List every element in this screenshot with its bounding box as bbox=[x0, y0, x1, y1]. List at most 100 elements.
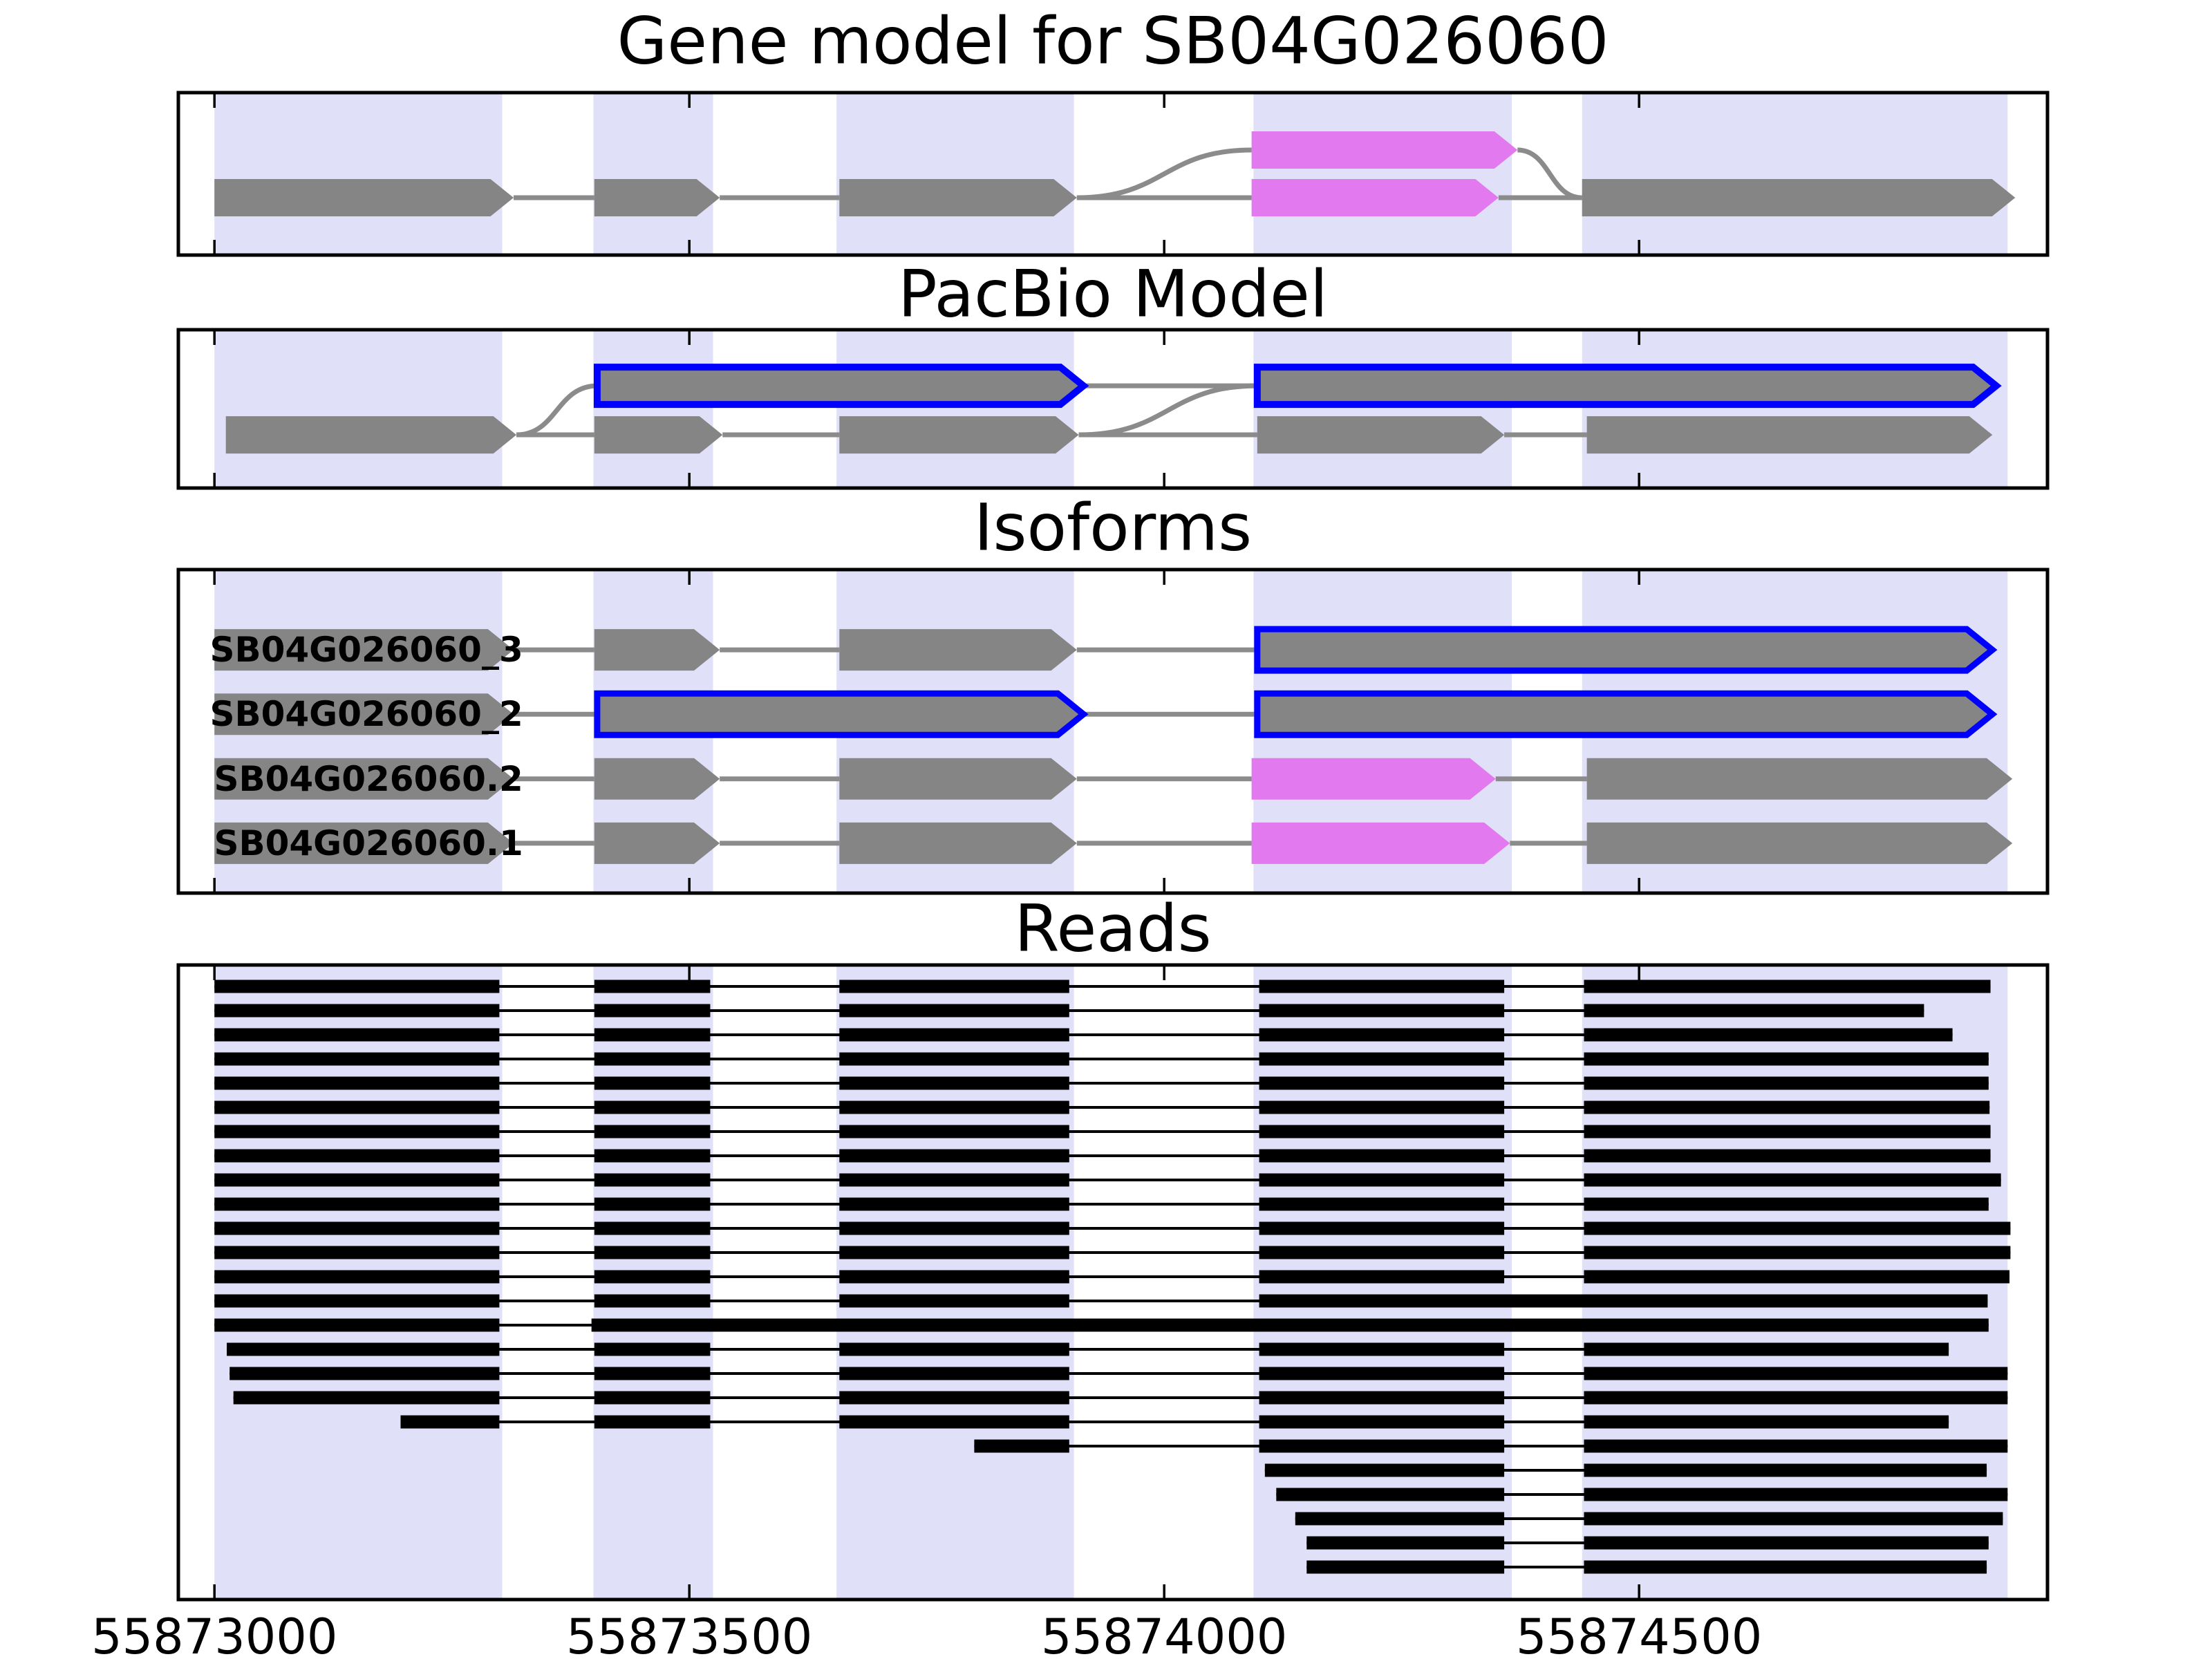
read-block bbox=[839, 1415, 1069, 1429]
gene-model-exon bbox=[214, 179, 514, 216]
isoform-label: SB04G026060_3 bbox=[209, 630, 523, 670]
read-block bbox=[1584, 1052, 1989, 1066]
read-block bbox=[1259, 1294, 1988, 1308]
read-block bbox=[594, 1052, 711, 1066]
highlight-band bbox=[1582, 330, 2008, 488]
panel-border bbox=[176, 568, 2050, 895]
highlight-band bbox=[593, 330, 713, 488]
read-block bbox=[1584, 1488, 2008, 1501]
read-block bbox=[839, 1197, 1069, 1211]
read-block bbox=[1306, 1536, 1505, 1550]
read-block bbox=[1259, 1028, 1505, 1042]
read-block bbox=[594, 1004, 711, 1018]
read-block bbox=[594, 1294, 711, 1308]
read-block bbox=[1259, 980, 1505, 993]
read-block bbox=[229, 1367, 500, 1380]
read-block bbox=[594, 1367, 711, 1380]
read-block bbox=[839, 980, 1069, 993]
read-block bbox=[1259, 1415, 1505, 1429]
highlight-band bbox=[836, 93, 1074, 255]
read-block bbox=[1276, 1488, 1505, 1501]
read-block bbox=[1259, 1173, 1505, 1187]
highlight-band bbox=[214, 330, 503, 488]
read-block bbox=[839, 1342, 1069, 1356]
read-block bbox=[214, 1052, 500, 1066]
isoform-exon bbox=[214, 822, 514, 864]
read-block bbox=[214, 1294, 500, 1308]
x-tick-label: 55874500 bbox=[1516, 1609, 1762, 1659]
read-block bbox=[1259, 1052, 1505, 1066]
read-block bbox=[1259, 1439, 1505, 1453]
read-block bbox=[839, 1125, 1069, 1138]
read-block bbox=[214, 980, 500, 993]
isoform-exon bbox=[1254, 626, 1998, 674]
read-block bbox=[1259, 1149, 1505, 1163]
read-block bbox=[594, 1415, 711, 1429]
read-block bbox=[1584, 1536, 1989, 1550]
isoform-exon bbox=[594, 758, 720, 800]
read-block bbox=[839, 1246, 1069, 1259]
gene-model-exon bbox=[594, 179, 720, 216]
read-block bbox=[1584, 1270, 2010, 1284]
read-block bbox=[594, 1149, 711, 1163]
highlight-band bbox=[1253, 93, 1512, 255]
isoform-exon bbox=[839, 629, 1077, 671]
read-block bbox=[591, 1318, 1989, 1332]
isoform-exon bbox=[839, 822, 1077, 864]
read-block bbox=[594, 1028, 711, 1042]
read-block bbox=[1584, 1100, 1990, 1114]
read-block bbox=[214, 1221, 500, 1235]
isoform-exon bbox=[594, 822, 720, 864]
read-block bbox=[214, 1246, 500, 1259]
read-block bbox=[1584, 1560, 1987, 1574]
read-block bbox=[214, 1028, 500, 1042]
read-block bbox=[1259, 1391, 1505, 1405]
read-block bbox=[594, 1197, 711, 1211]
read-block bbox=[839, 1391, 1069, 1405]
highlight-band bbox=[1582, 93, 2008, 255]
isoform-exon bbox=[214, 629, 514, 671]
panel-title: Reads bbox=[1014, 892, 1211, 967]
read-block bbox=[974, 1439, 1069, 1453]
panel-title: Isoforms bbox=[974, 491, 1252, 566]
read-block bbox=[594, 1270, 711, 1284]
read-block bbox=[839, 1221, 1069, 1235]
gene-model-exon bbox=[839, 179, 1077, 216]
pacbio-model-exon bbox=[1257, 416, 1505, 454]
read-block bbox=[1259, 1342, 1505, 1356]
read-block bbox=[594, 1125, 711, 1138]
read-block bbox=[839, 1052, 1069, 1066]
read-block bbox=[594, 1173, 711, 1187]
isoform-exon bbox=[214, 693, 514, 735]
read-block bbox=[839, 1076, 1069, 1090]
panel-border bbox=[176, 963, 2050, 1602]
gene-model-exon bbox=[1251, 179, 1499, 216]
read-block bbox=[1259, 1246, 1505, 1259]
read-block bbox=[594, 1391, 711, 1405]
read-block bbox=[1584, 1197, 1989, 1211]
isoform-label: SB04G026060.1 bbox=[214, 823, 523, 863]
read-block bbox=[1259, 1125, 1505, 1138]
read-block bbox=[214, 1149, 500, 1163]
read-block bbox=[839, 1028, 1069, 1042]
read-block bbox=[594, 1342, 711, 1356]
read-block bbox=[839, 1294, 1069, 1308]
panel-border bbox=[176, 91, 2050, 257]
isoform-label: SB04G026060_2 bbox=[209, 694, 523, 734]
read-block bbox=[594, 1221, 711, 1235]
read-block bbox=[1259, 1197, 1505, 1211]
read-block bbox=[1584, 1028, 1953, 1042]
read-block bbox=[594, 980, 711, 993]
read-block bbox=[1295, 1512, 1505, 1526]
read-block bbox=[839, 1100, 1069, 1114]
read-block bbox=[214, 1076, 500, 1090]
read-block bbox=[1584, 1125, 1991, 1138]
read-block bbox=[1259, 1100, 1505, 1114]
read-block bbox=[1259, 1004, 1505, 1018]
read-block bbox=[1259, 1270, 1505, 1284]
isoform-exon bbox=[1586, 758, 2013, 800]
read-block bbox=[1584, 1342, 1949, 1356]
isoform-exon bbox=[1586, 822, 2013, 864]
read-block bbox=[1259, 1221, 1505, 1235]
